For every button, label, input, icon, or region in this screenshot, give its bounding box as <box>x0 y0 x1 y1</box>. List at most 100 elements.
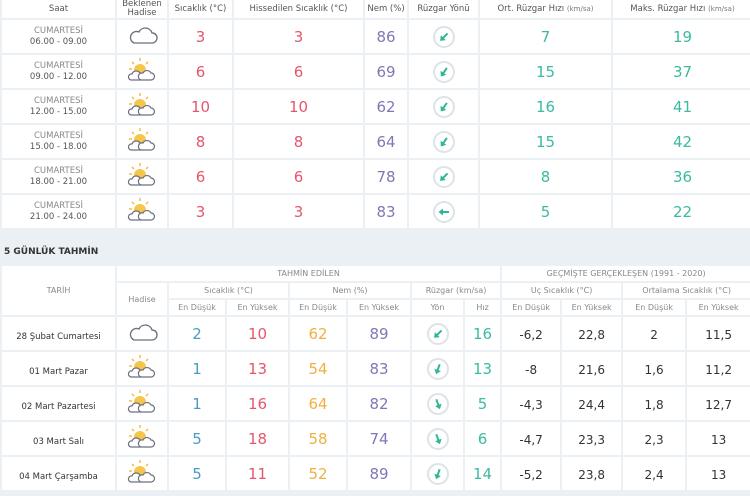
average-min-cell: 2 <box>623 317 686 350</box>
max-wind-cell-value: 42 <box>672 133 693 151</box>
extreme-max-cell-value: 22,8 <box>578 328 605 342</box>
time-range: 18.00 - 21.00 <box>29 176 88 187</box>
temp-min-cell: 5 <box>169 422 225 455</box>
max-wind-cell-value: 37 <box>672 63 693 81</box>
wind-dir-cell <box>412 352 463 385</box>
humidity-min-cell-value: 58 <box>308 430 328 448</box>
temp-min-cell-value: 5 <box>192 430 202 448</box>
header-extreme-high: En Yüksek <box>562 300 622 315</box>
max-wind-cell-value: 19 <box>672 28 693 46</box>
humidity-cell: 83 <box>365 195 407 228</box>
partly-cloudy-icon <box>127 162 157 192</box>
header-wind-speed: Hız <box>465 300 501 315</box>
humidity-cell: 86 <box>365 20 407 53</box>
temp-min-cell: 5 <box>169 457 225 490</box>
average-min-cell: 2,3 <box>623 422 686 455</box>
wind-dir-cell <box>409 55 478 88</box>
average-max-cell-value: 11,2 <box>705 363 732 377</box>
extreme-min-cell: -4,7 <box>502 422 561 455</box>
feels-cell-value: 8 <box>293 133 304 151</box>
temp-max-cell-value: 10 <box>247 325 268 343</box>
date-cell: 04 Mart Çarşamba <box>2 457 115 490</box>
humidity-cell: 78 <box>365 160 407 193</box>
header-humidity-low: En Düşük <box>290 300 346 315</box>
wind-direction-icon <box>426 357 449 380</box>
wind-dir-cell <box>409 90 478 123</box>
wind-direction-icon <box>426 392 449 415</box>
event-cell <box>117 20 167 53</box>
wind-speed-cell: 16 <box>465 317 501 350</box>
feels-cell: 10 <box>234 90 363 123</box>
average-max-cell-value: 12,7 <box>705 398 732 412</box>
max-wind-cell: 36 <box>613 160 750 193</box>
hourly-forecast-table: Saat Beklenen Hadise Sıcaklık (°C) Hisse… <box>0 0 750 230</box>
table-row: CUMARTESİ 15.00 - 18.00 8 8 64 15 42 <box>2 125 750 158</box>
table-row: 28 Şubat Cumartesi 2 10 62 89 16 -6,2 22,8 … <box>2 317 750 350</box>
avg-wind-cell: 7 <box>480 20 611 53</box>
feels-cell-value: 10 <box>288 98 309 116</box>
header-past: GEÇMİŞTE GERÇEKLEŞEN (1991 - 2020) <box>502 266 750 281</box>
humidity-max-cell: 89 <box>348 457 410 490</box>
event-cell <box>117 195 167 228</box>
time-cell: CUMARTESİ 12.00 - 15.00 <box>2 90 115 123</box>
humidity-cell-value: 86 <box>376 28 396 46</box>
header-average: Ortalama Sıcaklık (°C) <box>623 283 750 298</box>
header-temp: Sıcaklık (°C) <box>169 283 288 298</box>
humidity-cell: 62 <box>365 90 407 123</box>
average-max-cell: 13 <box>687 457 750 490</box>
partly-cloudy-icon <box>127 57 157 87</box>
max-wind-cell: 19 <box>613 20 750 53</box>
table-row: CUMARTESİ 06.00 - 09.00 3 3 86 7 19 <box>2 20 750 53</box>
day-label: CUMARTESİ <box>33 95 84 106</box>
max-wind-cell: 37 <box>613 55 750 88</box>
feels-cell: 3 <box>234 195 363 228</box>
day-label: CUMARTESİ <box>33 60 84 71</box>
header-humidity: Nem (%) <box>365 0 407 18</box>
daily-forecast-table: TARİH TAHMİN EDİLEN GEÇMİŞTE GERÇEKLEŞEN… <box>0 264 750 492</box>
date-cell: 02 Mart Pazartesi <box>2 387 115 420</box>
wind-dir-cell <box>412 457 463 490</box>
wind-dir-cell <box>412 317 463 350</box>
avg-wind-cell-value: 15 <box>535 63 556 81</box>
humidity-max-cell: 82 <box>348 387 410 420</box>
extreme-max-cell: 24,4 <box>562 387 622 420</box>
wind-direction-icon <box>426 462 449 485</box>
max-wind-cell: 41 <box>613 90 750 123</box>
extreme-min-cell: -8 <box>502 352 561 385</box>
day-label: CUMARTESİ <box>33 200 84 211</box>
average-min-cell-value: 2 <box>650 328 658 342</box>
temp-max-cell-value: 16 <box>247 395 268 413</box>
temp-cell: 3 <box>169 195 232 228</box>
temp-max-cell: 16 <box>227 387 288 420</box>
date-cell: 28 Şubat Cumartesi <box>2 317 115 350</box>
date-label: 01 Mart Pazar <box>29 367 88 377</box>
day-label: CUMARTESİ <box>33 165 84 176</box>
temp-min-cell-value: 5 <box>192 465 202 483</box>
avg-wind-cell-value: 16 <box>535 98 556 116</box>
header-max-wind: Maks. Rüzgar Hızı (km/sa) <box>613 0 750 18</box>
date-cell: 03 Mart Salı <box>2 422 115 455</box>
temp-min-cell-value: 1 <box>192 360 202 378</box>
humidity-min-cell: 64 <box>290 387 346 420</box>
wind-speed-cell: 5 <box>465 387 501 420</box>
wind-speed-cell: 13 <box>465 352 501 385</box>
header-time: Saat <box>2 0 115 18</box>
temp-max-cell: 18 <box>227 422 288 455</box>
wind-speed-cell-value: 14 <box>473 465 493 483</box>
temp-cell: 6 <box>169 55 232 88</box>
wind-speed-cell: 6 <box>465 422 501 455</box>
max-wind-cell-value: 36 <box>672 168 693 186</box>
temp-cell-value: 3 <box>195 28 206 46</box>
average-max-cell: 13 <box>687 422 750 455</box>
event-cell <box>117 90 167 123</box>
avg-wind-cell: 15 <box>480 55 611 88</box>
header-event: Hadise <box>117 283 167 315</box>
extreme-max-cell-value: 24,4 <box>578 398 605 412</box>
table-row: CUMARTESİ 21.00 - 24.00 3 3 83 5 22 <box>2 195 750 228</box>
extreme-min-cell: -4,3 <box>502 387 561 420</box>
temp-cell: 8 <box>169 125 232 158</box>
average-max-cell: 11,5 <box>687 317 750 350</box>
temp-min-cell-value: 2 <box>192 325 202 343</box>
wind-direction-icon <box>432 95 455 118</box>
time-range: 09.00 - 12.00 <box>29 71 88 82</box>
